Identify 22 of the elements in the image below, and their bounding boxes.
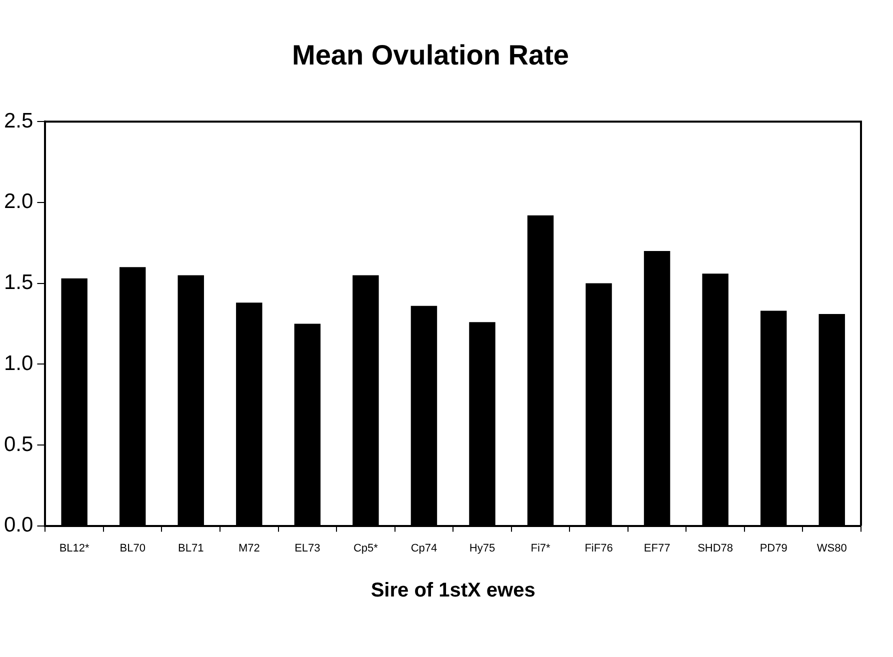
y-tick-label: 1.0 bbox=[4, 352, 34, 375]
x-tick-label: SHD78 bbox=[698, 542, 734, 554]
x-tick-label: Fi7* bbox=[530, 542, 552, 554]
y-tick-label: 0.5 bbox=[4, 432, 34, 456]
x-tick-label: EL73 bbox=[294, 542, 320, 554]
x-tick-label: BL70 bbox=[120, 542, 146, 554]
y-tick-label: 2.0 bbox=[4, 190, 34, 214]
x-tick-label: Cp74 bbox=[410, 542, 438, 554]
x-tick-label: EF77 bbox=[644, 542, 670, 554]
x-tick-label: FiF76 bbox=[584, 542, 613, 554]
x-tick-label: Hy75 bbox=[469, 542, 496, 554]
y-tick-label: 2.5 bbox=[4, 109, 34, 132]
x-tick-label: BL71 bbox=[178, 542, 204, 554]
y-tick-label: 0.0 bbox=[4, 514, 34, 537]
x-tick-label: BL12* bbox=[59, 542, 90, 554]
x-tick-label: WS80 bbox=[816, 542, 847, 554]
x-tick-label: M72 bbox=[238, 542, 260, 554]
y-tick-label: 1.5 bbox=[4, 271, 34, 294]
x-axis-title: Sire of 1stX ewes bbox=[370, 580, 536, 602]
chart-title: Mean Ovulation Rate bbox=[292, 40, 569, 71]
x-tick-label: PD79 bbox=[760, 542, 788, 554]
x-tick-label: Cp5* bbox=[353, 542, 379, 554]
